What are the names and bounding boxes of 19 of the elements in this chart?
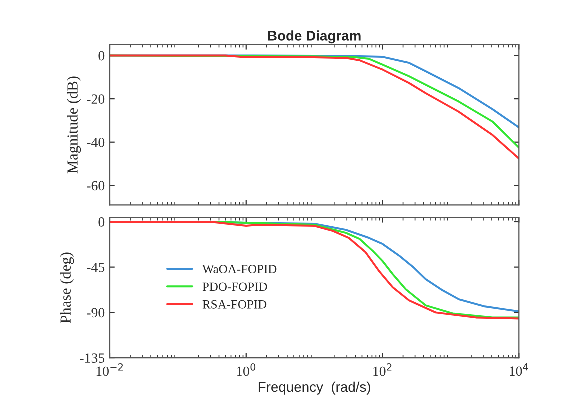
legend-label: RSA-FOPID [202, 300, 267, 309]
y-tick-label: -20 [87, 94, 105, 104]
y-axis-title: Magnitude (dB) [67, 76, 82, 174]
y-tick-label: -60 [87, 181, 105, 191]
x-tick-label: 10$^{4}$ [510, 364, 528, 376]
legend-label: PDO-FOPID [202, 282, 268, 292]
y-tick-label: -90 [87, 308, 105, 318]
y-tick-label: -40 [87, 138, 105, 148]
chart-title: Bode Diagram [268, 30, 361, 44]
y-tick-label: -135 [80, 354, 105, 363]
x-tick-label: 10$^{0}$ [237, 364, 256, 376]
legend-label: WaOA-FOPID [202, 265, 277, 274]
x-tick-label: 10$^{−2}$ [96, 364, 124, 376]
y-tick-label: 0 [98, 51, 105, 61]
x-tick-label: 10$^{2}$ [374, 364, 392, 376]
y-tick-label: 0 [98, 218, 105, 227]
y-tick-label: -45 [87, 263, 105, 272]
x-axis-title: Frequency (rad/s) [258, 382, 370, 395]
y-axis-title: Phase (deg) [60, 252, 74, 324]
